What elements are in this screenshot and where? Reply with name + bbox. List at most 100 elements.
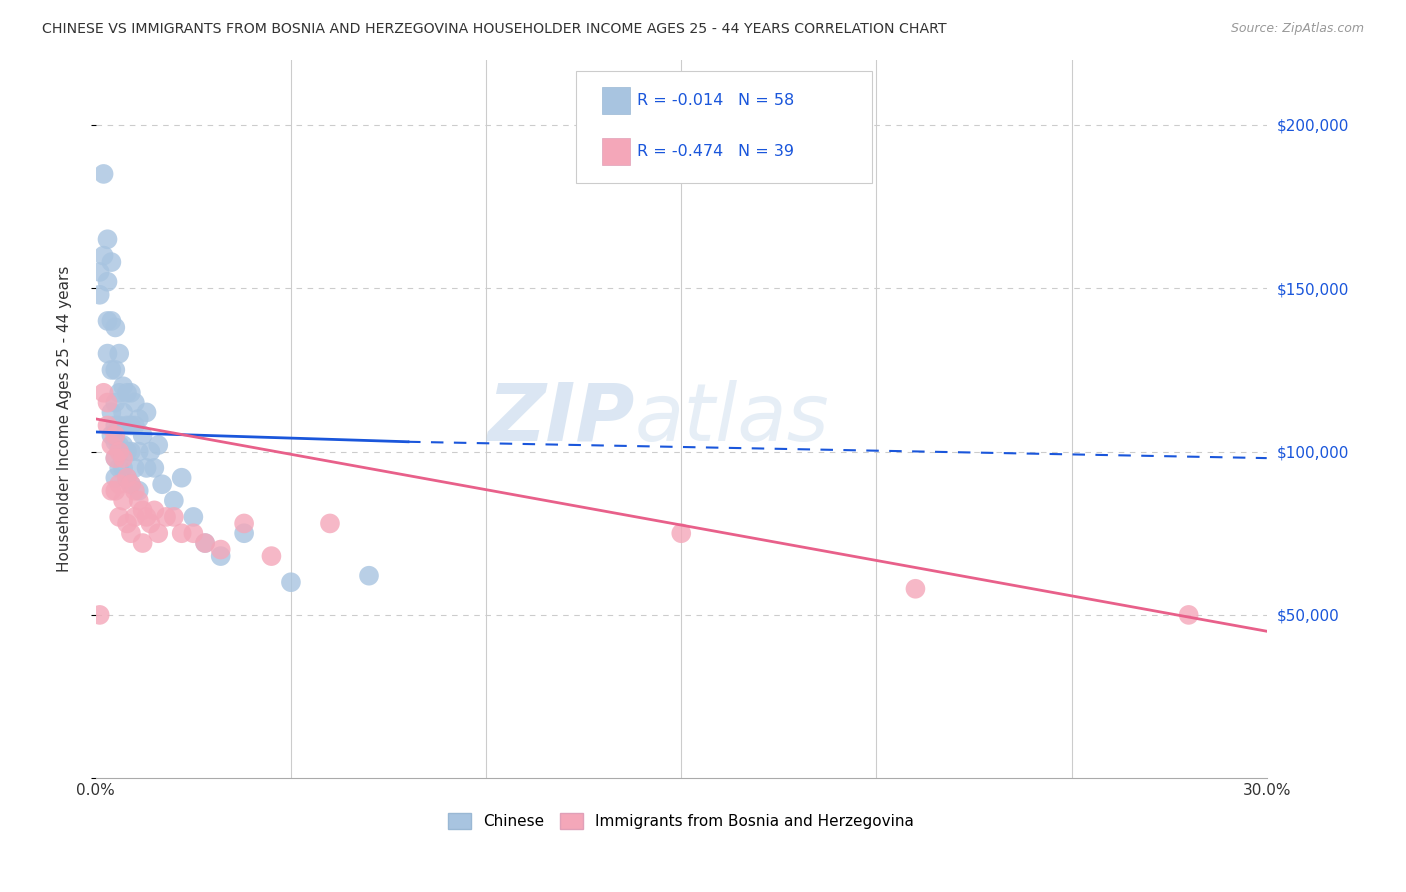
Point (115, 471, 138, 485)
Point (100, 428, 122, 442)
Point (100, 438, 122, 452)
Y-axis label: Householder Income Ages 25 - 44 years: Householder Income Ages 25 - 44 years (58, 266, 72, 572)
Point (124, 509, 146, 524)
Point (108, 438, 131, 452)
Point (139, 516, 162, 531)
Point (96, 232, 118, 246)
Point (128, 444, 150, 458)
Point (128, 483, 150, 498)
Text: N = 58: N = 58 (738, 94, 794, 108)
Point (115, 516, 138, 531)
Point (104, 471, 127, 485)
Point (115, 444, 138, 458)
Point (115, 471, 138, 485)
Point (1177, 607, 1199, 622)
Point (100, 483, 122, 498)
Point (124, 395, 146, 409)
Point (128, 412, 150, 426)
Point (194, 536, 217, 550)
Point (124, 418, 146, 433)
Point (89, 265, 111, 279)
Point (233, 516, 256, 531)
Point (124, 483, 146, 498)
Point (120, 385, 142, 400)
Point (108, 385, 131, 400)
Point (120, 444, 142, 458)
Point (104, 363, 127, 377)
Point (139, 444, 162, 458)
Point (904, 582, 927, 596)
Point (120, 526, 142, 541)
Point (104, 395, 127, 409)
Point (96, 275, 118, 289)
Point (155, 509, 177, 524)
Point (96, 395, 118, 409)
Point (120, 477, 142, 491)
Point (108, 509, 131, 524)
Text: N = 39: N = 39 (738, 145, 794, 159)
Point (108, 444, 131, 458)
Point (112, 438, 135, 452)
Point (170, 526, 193, 541)
Point (96, 346, 118, 360)
Point (104, 483, 127, 498)
Point (104, 451, 127, 466)
Text: CHINESE VS IMMIGRANTS FROM BOSNIA AND HERZEGOVINA HOUSEHOLDER INCOME AGES 25 - 4: CHINESE VS IMMIGRANTS FROM BOSNIA AND HE… (42, 22, 946, 37)
Point (108, 418, 131, 433)
Point (108, 346, 131, 360)
Point (131, 428, 153, 442)
Point (104, 418, 127, 433)
Point (319, 516, 342, 531)
Point (148, 526, 170, 541)
Text: ZIP: ZIP (486, 380, 634, 458)
Legend: Chinese, Immigrants from Bosnia and Herzegovina: Chinese, Immigrants from Bosnia and Herz… (443, 807, 920, 835)
Point (209, 542, 232, 557)
Point (112, 493, 135, 508)
Point (100, 314, 122, 328)
Point (143, 503, 166, 517)
Point (108, 461, 131, 475)
Point (93, 167, 115, 181)
Text: R = -0.014: R = -0.014 (637, 94, 723, 108)
Point (135, 461, 157, 475)
Text: Source: ZipAtlas.com: Source: ZipAtlas.com (1230, 22, 1364, 36)
Point (115, 385, 138, 400)
Point (115, 418, 138, 433)
Point (96, 418, 118, 433)
Point (128, 493, 150, 508)
Point (104, 451, 127, 466)
Point (194, 536, 217, 550)
Point (89, 607, 111, 622)
Point (131, 536, 153, 550)
Point (112, 379, 135, 393)
Point (112, 405, 135, 419)
Point (96, 314, 118, 328)
Point (163, 493, 186, 508)
Point (148, 438, 170, 452)
Point (104, 320, 127, 334)
Point (671, 526, 693, 541)
Point (112, 451, 135, 466)
Point (124, 461, 146, 475)
Point (112, 461, 135, 475)
Point (108, 477, 131, 491)
Point (183, 526, 205, 541)
Point (260, 549, 283, 563)
Point (150, 477, 173, 491)
Point (209, 549, 232, 563)
Point (93, 385, 115, 400)
Point (100, 255, 122, 269)
Text: atlas: atlas (634, 380, 830, 458)
Point (280, 575, 302, 590)
Point (143, 461, 166, 475)
Point (163, 509, 186, 524)
Point (183, 509, 205, 524)
Text: R = -0.474: R = -0.474 (637, 145, 723, 159)
Point (233, 526, 256, 541)
Point (120, 418, 142, 433)
Point (104, 434, 127, 449)
Point (100, 405, 122, 419)
Point (100, 363, 122, 377)
Point (89, 287, 111, 301)
Point (357, 568, 380, 582)
